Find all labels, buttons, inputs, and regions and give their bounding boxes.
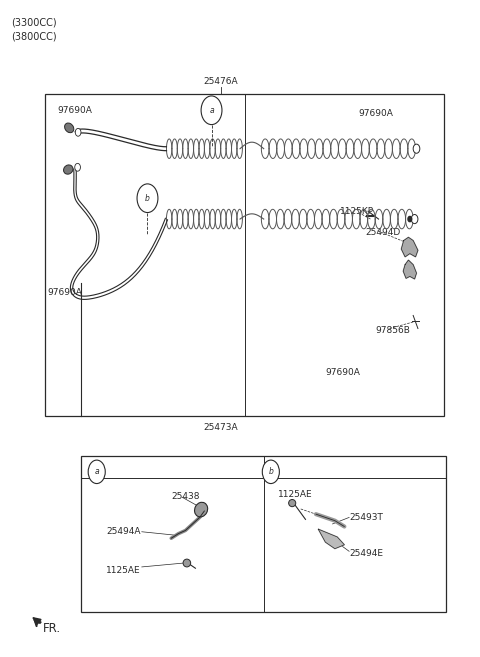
Text: a: a	[95, 467, 99, 476]
Text: 25494D: 25494D	[366, 227, 401, 237]
Circle shape	[75, 128, 81, 136]
Text: 25494E: 25494E	[349, 549, 383, 558]
Text: 25476A: 25476A	[204, 76, 239, 85]
Ellipse shape	[288, 499, 296, 507]
Text: 97690A: 97690A	[359, 109, 394, 118]
Circle shape	[137, 184, 158, 213]
Text: b: b	[145, 194, 150, 203]
Text: 97856B: 97856B	[375, 326, 410, 335]
Text: (3300CC): (3300CC)	[12, 17, 57, 27]
Text: 1125AE: 1125AE	[106, 566, 141, 576]
Polygon shape	[403, 260, 417, 279]
Circle shape	[88, 460, 105, 484]
Ellipse shape	[194, 503, 208, 517]
Text: a: a	[209, 106, 214, 115]
Text: 97690A: 97690A	[325, 369, 360, 377]
Circle shape	[262, 460, 279, 484]
Polygon shape	[318, 529, 344, 549]
Text: 25473A: 25473A	[204, 423, 239, 432]
Text: b: b	[268, 467, 273, 476]
Ellipse shape	[65, 123, 74, 133]
Ellipse shape	[183, 559, 191, 567]
Text: 25438: 25438	[171, 492, 200, 501]
Circle shape	[201, 96, 222, 125]
Polygon shape	[401, 237, 418, 257]
Ellipse shape	[63, 165, 73, 174]
Text: 25493T: 25493T	[349, 513, 383, 522]
Text: 25494A: 25494A	[106, 528, 141, 536]
Bar	[81, 455, 446, 612]
Text: 97690A: 97690A	[48, 288, 83, 296]
Text: 1125KP: 1125KP	[340, 207, 374, 215]
Circle shape	[408, 216, 412, 221]
Circle shape	[413, 144, 420, 153]
Circle shape	[411, 214, 418, 223]
Circle shape	[75, 164, 81, 171]
Text: FR.: FR.	[43, 622, 61, 635]
Bar	[46, 94, 444, 417]
Text: 1125AE: 1125AE	[278, 490, 312, 499]
Text: (3800CC): (3800CC)	[12, 32, 57, 41]
Text: 97690A: 97690A	[57, 106, 92, 115]
